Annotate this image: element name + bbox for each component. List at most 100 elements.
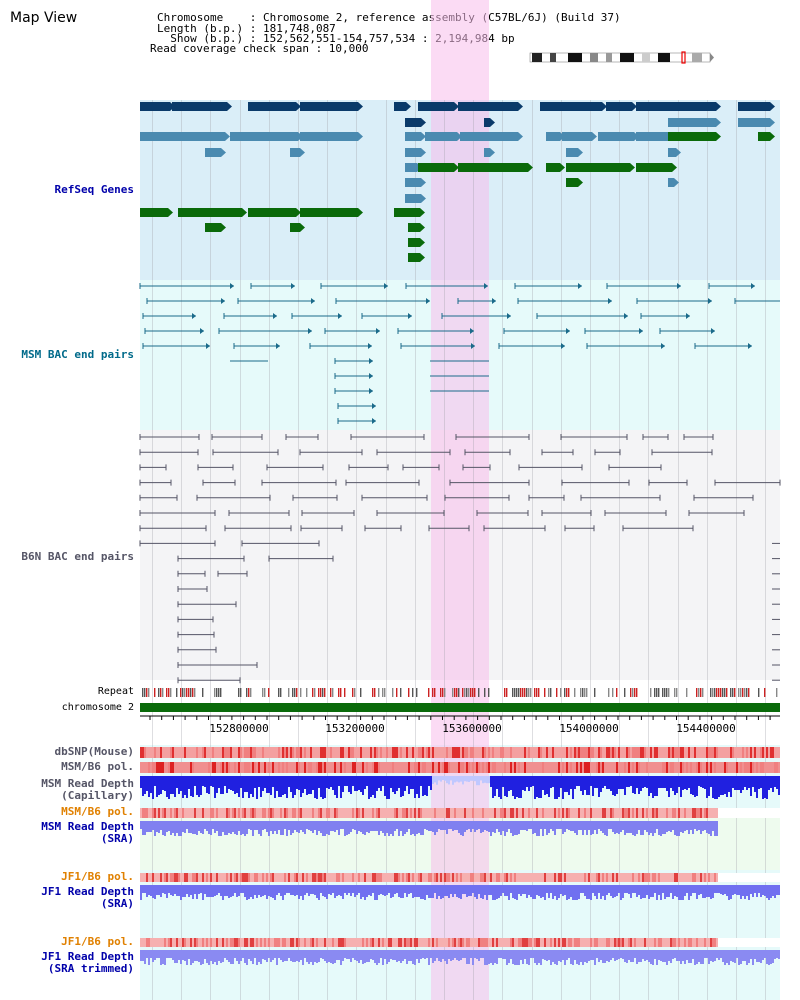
jf1-b6-pol2-density [218, 938, 220, 947]
gene-strand-arrow [490, 148, 495, 157]
jf1-b6-pol-density [372, 873, 374, 882]
dbsnp-density [152, 747, 154, 758]
jf1-b6-pol2-density [686, 938, 688, 947]
jf1-depth-trimmed-bar [362, 950, 364, 964]
msm-depth-sra-label[interactable]: MSM Read Depth (SRA) [41, 820, 134, 845]
msm-b6-pol-density [230, 762, 232, 773]
jf1-b6-pol-label-2[interactable]: JF1/B6 pol. [61, 935, 134, 948]
jf1-depth-sra-bar [314, 885, 316, 895]
msm-depth-sra-bar [398, 821, 400, 836]
msm-b6-pol-density [636, 762, 638, 773]
msm-depth-capillary-bar [728, 776, 730, 792]
grid-line [356, 100, 357, 1000]
jf1-b6-pol2-density [708, 938, 710, 947]
msm-depth-capillary-bar [346, 776, 348, 786]
jf1-b6-pol-density [152, 873, 154, 882]
msm-b6-pol-density [586, 762, 588, 773]
msm-depth-capillary-bar [514, 776, 516, 799]
jf1-depth-trimmed-bar [616, 950, 618, 960]
msm-depth-sra-bar [694, 821, 696, 829]
repeat-element [442, 688, 444, 697]
jf1-depth-sra-bar [272, 885, 274, 898]
dbsnp-density [744, 747, 746, 758]
jf1-depth-sra-bar [610, 885, 612, 896]
msm-b6-pol2-density [298, 808, 300, 818]
jf1-depth-trimmed-bar [562, 950, 564, 960]
msm-depth-capillary-bar [598, 776, 600, 797]
jf1-depth-trimmed-bar [592, 950, 594, 960]
msm-b6-pol2-density [212, 808, 214, 818]
repeat-element [726, 688, 728, 697]
jf1-depth-trimmed-bar [158, 950, 160, 958]
msm-b6-pol-label[interactable]: MSM/B6 pol. [61, 760, 134, 773]
msm-depth-capillary-label[interactable]: MSM Read Depth (Capillary) [41, 777, 134, 802]
gene-feature [458, 163, 528, 172]
msm-b6-pol2-density [582, 808, 584, 818]
jf1-b6-pol2-density [578, 938, 580, 947]
jf1-depth-sra-bar [714, 885, 716, 893]
jf1-depth-sra-bar [598, 885, 600, 893]
jf1-b6-pol-label[interactable]: JF1/B6 pol. [61, 870, 134, 883]
dbsnp-density [640, 747, 642, 758]
msm-b6-pol-density [224, 762, 226, 773]
jf1-depth-sra-bar [622, 885, 624, 898]
gene-strand-arrow [358, 102, 363, 111]
jf1-depth-sra-bar [348, 885, 350, 893]
gene-strand-arrow [221, 148, 226, 157]
b6n-bac-label[interactable]: B6N BAC end pairs [21, 550, 134, 563]
dbsnp-density [188, 747, 190, 758]
jf1-depth-sra-bar [688, 885, 690, 900]
jf1-b6-pol2-density [584, 938, 586, 947]
msm-b6-pol2-density [678, 808, 680, 818]
msm-b6-pol-density [310, 762, 312, 773]
msm-b6-pol2-density [668, 808, 670, 818]
msm-b6-pol-density [584, 762, 586, 773]
msm-depth-sra-bar [560, 821, 562, 829]
msm-b6-pol-density [368, 762, 370, 773]
jf1-depth-sra-bar [160, 885, 162, 897]
msm-b6-pol-density [294, 762, 296, 773]
jf1-b6-pol2-density [370, 938, 372, 947]
dbsnp-density [306, 747, 308, 758]
msm-b6-pol-density [206, 762, 208, 773]
jf1-depth-sra-bar [166, 885, 168, 898]
msm-b6-pol-label-2[interactable]: MSM/B6 pol. [61, 805, 134, 818]
jf1-b6-pol2-density [448, 938, 450, 947]
msm-b6-pol-density [732, 762, 734, 773]
msm-b6-pol2-density [676, 808, 678, 818]
refseq-label[interactable]: RefSeq Genes [54, 183, 134, 196]
msm-b6-pol-density [476, 762, 478, 773]
jf1-b6-pol-density [696, 873, 698, 882]
jf1-b6-pol2-density [266, 938, 268, 947]
msm-b6-pol2-density [664, 808, 666, 818]
msm-bac-label[interactable]: MSM BAC end pairs [21, 348, 134, 361]
repeat-element [608, 688, 610, 697]
msm-depth-capillary-bar [450, 776, 452, 781]
jf1-b6-pol2-density [766, 938, 768, 947]
grid-line [765, 100, 766, 1000]
jf1-depth-sra-bar [172, 885, 174, 896]
msm-b6-pol2-density [646, 808, 648, 818]
jf1-b6-pol-density [436, 873, 438, 882]
repeat-element [218, 688, 220, 697]
jf1-depth-trimmed-bar [604, 950, 606, 963]
msm-depth-sra-bar [482, 821, 484, 832]
jf1-b6-pol2-density [256, 938, 258, 947]
jf1-b6-pol2-density [334, 938, 336, 947]
msm-b6-pol2-density [474, 808, 476, 818]
jf1-depth-trimmed-label[interactable]: JF1 Read Depth (SRA trimmed) [41, 950, 134, 975]
msm-depth-capillary-bar [412, 776, 414, 789]
dbsnp-density [686, 747, 688, 758]
msm-b6-pol-density [710, 762, 712, 773]
msm-depth-capillary-bar [492, 776, 494, 798]
jf1-depth-sra-label[interactable]: JF1 Read Depth (SRA) [41, 885, 134, 910]
dbsnp-label[interactable]: dbSNP(Mouse) [54, 745, 134, 758]
msm-depth-capillary-bar [524, 776, 526, 791]
msm-b6-pol-density [270, 762, 272, 773]
msm-b6-pol2-density [650, 808, 652, 818]
chromosome-ideogram[interactable] [528, 50, 718, 66]
msm-b6-pol2-density [684, 808, 686, 818]
jf1-b6-pol-density [744, 873, 746, 882]
msm-b6-pol2-density [728, 808, 730, 818]
